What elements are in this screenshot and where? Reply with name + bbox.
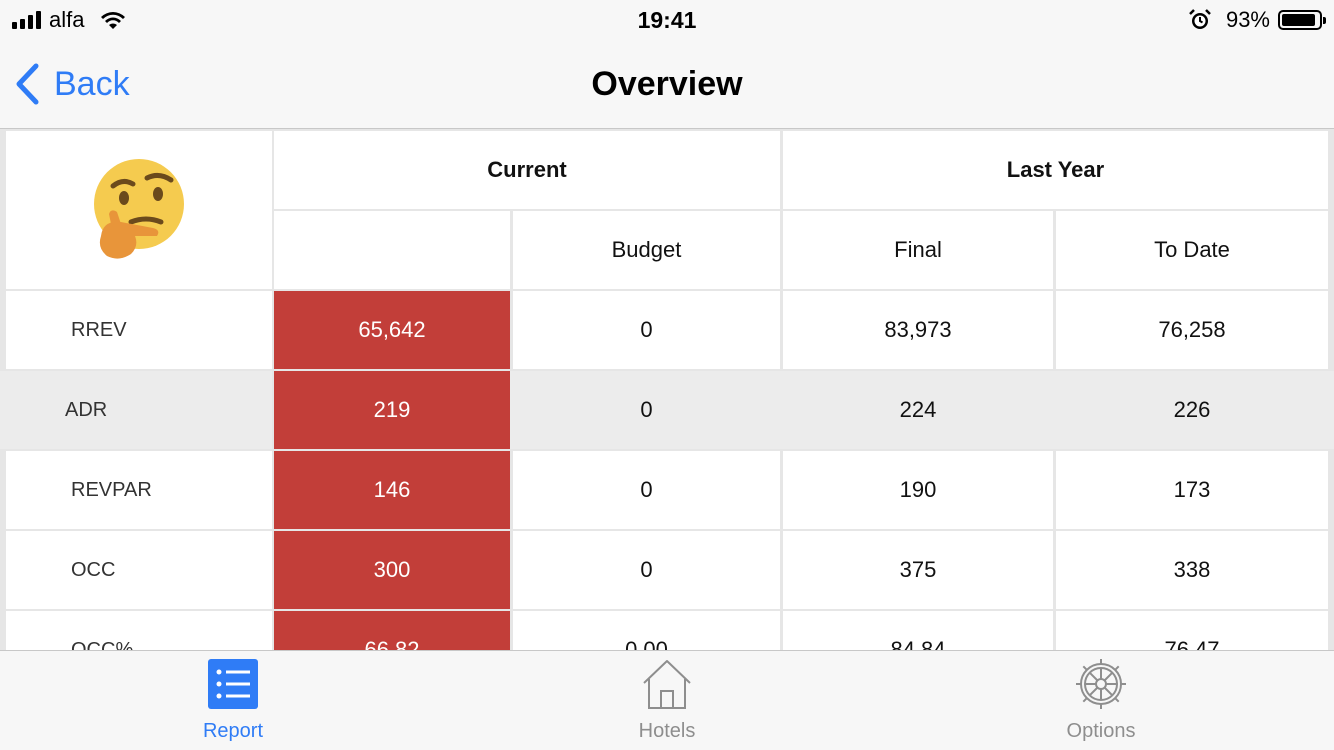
back-button[interactable]: Back (14, 60, 130, 108)
tab-bar: Report Hotels Options (0, 650, 1334, 750)
back-label: Back (54, 64, 130, 103)
column-header-final: Final (783, 211, 1053, 289)
current-value-cell[interactable]: 300 (274, 531, 510, 609)
status-right: 93% (1188, 6, 1326, 34)
battery-tip (1323, 17, 1326, 24)
budget-cell: 0 (513, 371, 780, 449)
tab-report[interactable]: Report (83, 651, 383, 750)
house-icon (643, 660, 691, 709)
battery-icon (1278, 10, 1326, 30)
current-value-cell[interactable]: 219 (274, 371, 510, 449)
thinking-face-emoji-icon (94, 159, 184, 259)
column-header-budget: Budget (513, 211, 780, 289)
final-cell: 190 (783, 451, 1053, 529)
tab-label-report: Report (202, 720, 264, 742)
tab-label-options: Options (1066, 720, 1136, 742)
final-cell: 375 (783, 531, 1053, 609)
current-value-cell[interactable]: 146 (274, 451, 510, 529)
cellular-signal-icon (12, 11, 41, 29)
status-bar: alfa 19:41 93% (0, 0, 1334, 40)
column-group-last-year: Last Year (783, 131, 1328, 209)
tab-options[interactable]: Options (951, 651, 1251, 750)
tab-label-hotels: Hotels (638, 720, 696, 742)
list-icon (208, 659, 258, 709)
battery-level-fill (1282, 14, 1316, 26)
overview-table[interactable]: Current Last Year Budget Final To Date R… (0, 129, 1334, 650)
budget-cell: 0.00 (513, 611, 780, 650)
to-date-cell: 338 (1056, 531, 1328, 609)
page-title: Overview (591, 65, 743, 103)
column-group-current: Current (274, 131, 780, 209)
current-value-cell[interactable]: 65,642 (274, 291, 510, 369)
final-cell: 83,973 (783, 291, 1053, 369)
budget-cell: 0 (513, 291, 780, 369)
column-header-current-value (274, 211, 510, 289)
to-date-cell: 76.47 (1056, 611, 1328, 650)
row-label-occ-percent: OCC% (6, 611, 272, 650)
to-date-cell: 226 (1056, 371, 1328, 449)
final-cell: 84.84 (783, 611, 1053, 650)
final-cell: 224 (783, 371, 1053, 449)
column-header-to-date: To Date (1056, 211, 1328, 289)
to-date-cell: 173 (1056, 451, 1328, 529)
status-time: 19:41 (637, 7, 697, 33)
carrier-name: alfa (49, 7, 85, 32)
to-date-cell: 76,258 (1056, 291, 1328, 369)
wifi-icon (101, 12, 126, 29)
gear-icon (1076, 659, 1126, 709)
battery-percent: 93% (1225, 7, 1270, 32)
budget-cell: 0 (513, 531, 780, 609)
alarm-clock-icon (1189, 9, 1211, 29)
row-label-revpar: REVPAR (6, 451, 272, 529)
row-label-rrev: RREV (6, 291, 272, 369)
header-corner (6, 131, 272, 289)
tab-hotels[interactable]: Hotels (517, 651, 817, 750)
navigation-bar: Back Overview (0, 40, 1334, 129)
budget-cell: 0 (513, 451, 780, 529)
current-value-cell[interactable]: 66.82 (274, 611, 510, 650)
status-left: alfa (12, 6, 128, 34)
chevron-left-icon (16, 63, 39, 105)
row-label-occ: OCC (6, 531, 272, 609)
row-label-adr: ADR (0, 371, 272, 449)
